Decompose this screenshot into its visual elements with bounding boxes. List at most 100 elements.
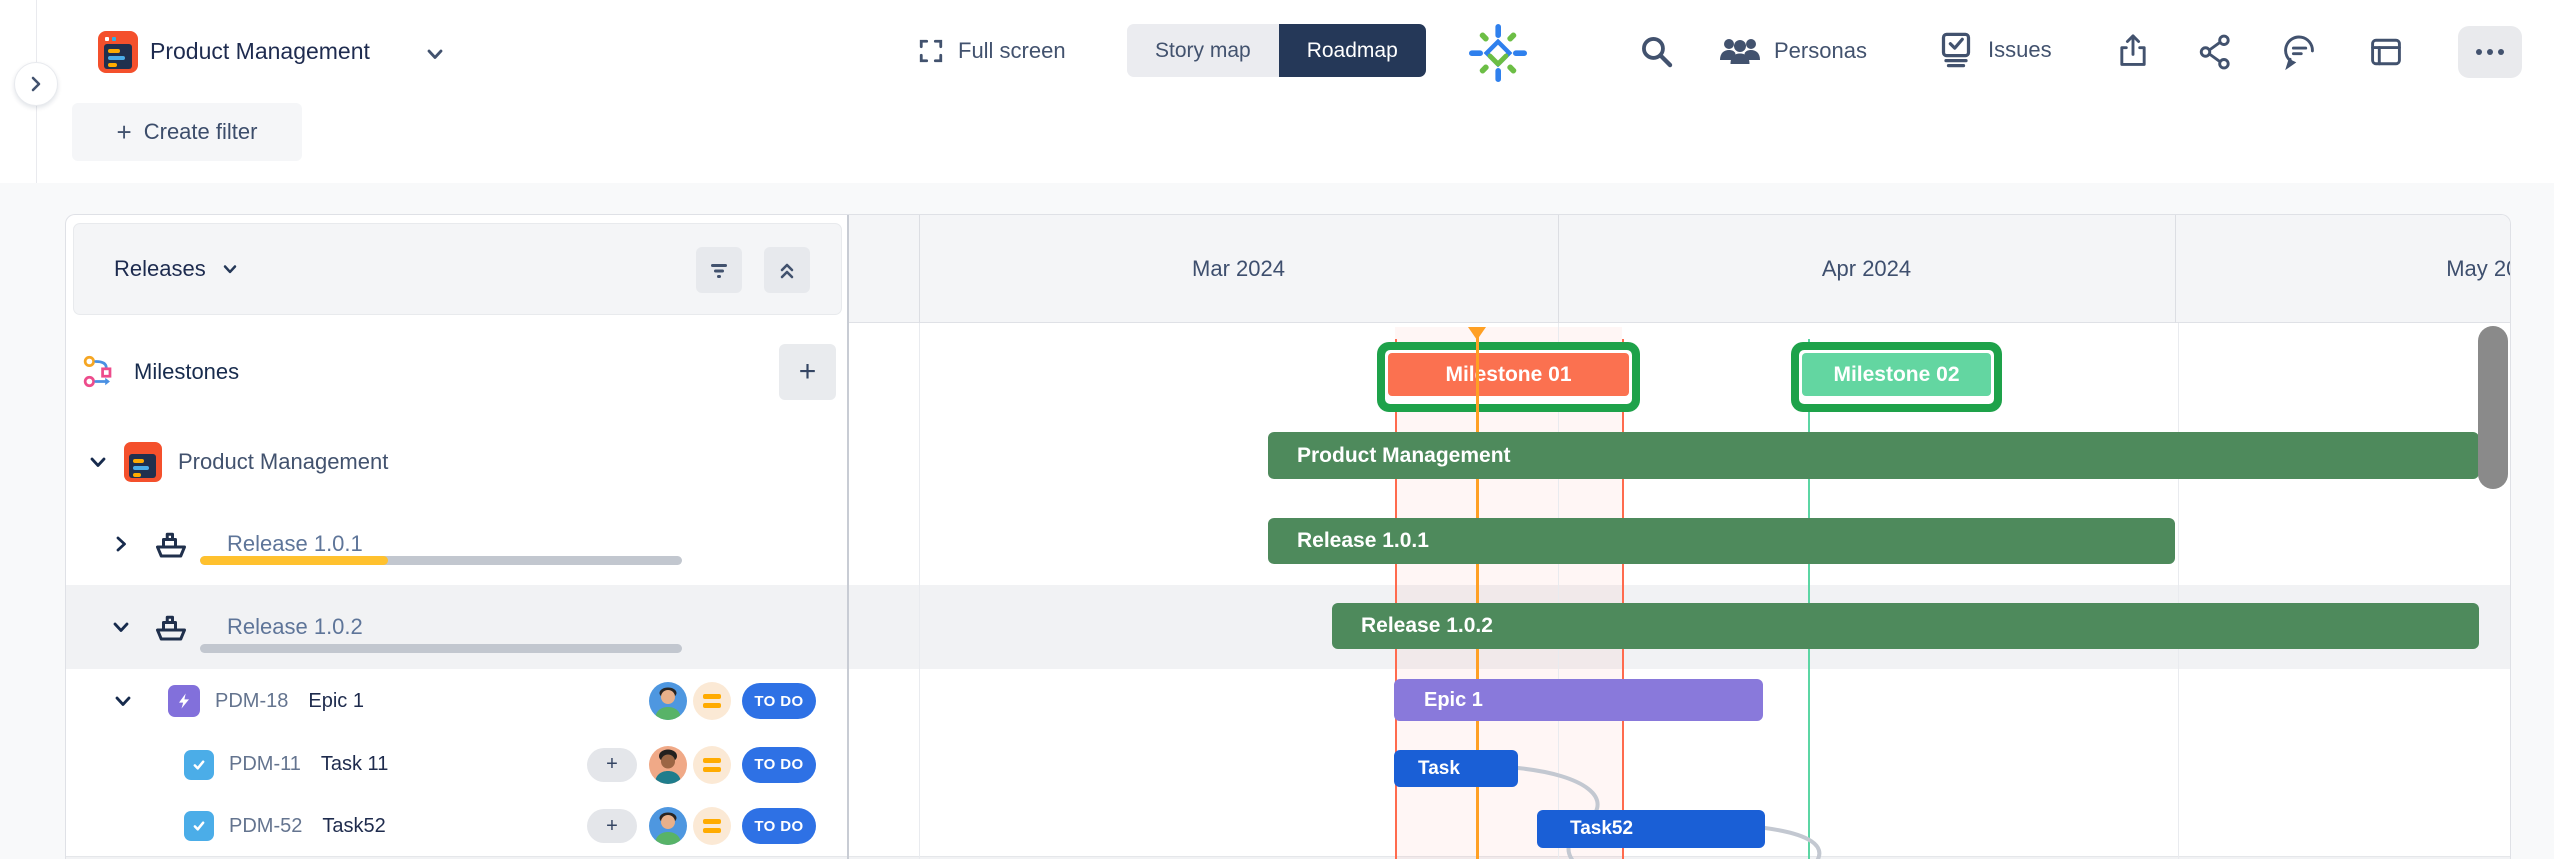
priority-medium-icon <box>693 807 731 845</box>
card-view-icon[interactable] <box>2367 33 2405 71</box>
month-gridline <box>2175 215 2176 323</box>
milestone-marker[interactable]: Milestone 02 <box>1791 342 2002 412</box>
release-ship-icon <box>156 532 186 558</box>
gantt-bar-release[interactable]: Release 1.0.1 <box>1268 518 2175 564</box>
filter-icon <box>711 264 727 278</box>
add-label-button[interactable]: + <box>587 809 637 843</box>
task-type-icon <box>184 811 214 841</box>
month-label: Apr 2024 <box>1821 256 1912 281</box>
filter-button[interactable] <box>696 247 742 293</box>
issues-button[interactable]: Issues <box>1936 30 2052 70</box>
add-milestone-button[interactable]: + <box>779 344 836 400</box>
issue-summary: Task52 <box>322 814 386 837</box>
epic-row[interactable]: PDM-18 Epic 1 TO DO <box>66 669 847 733</box>
add-label-button[interactable]: + <box>587 747 637 782</box>
personas-button[interactable]: Personas <box>1718 33 1867 69</box>
milestones-icon <box>83 355 112 388</box>
chevron-down-icon <box>223 265 236 274</box>
chevron-down-icon[interactable] <box>86 450 110 474</box>
project-dropdown-chevron-icon[interactable] <box>423 42 447 66</box>
more-dots-icon <box>2476 49 2482 55</box>
release-row-2[interactable]: Release 1.0.2 <box>66 585 847 669</box>
issue-key: PDM-18 <box>215 689 289 712</box>
month-gridline <box>919 215 920 323</box>
fullscreen-button[interactable]: Full screen <box>918 38 1066 64</box>
feedback-icon[interactable] <box>2280 33 2318 71</box>
milestone-end-line <box>1622 339 1624 859</box>
status-badge[interactable]: TO DO <box>742 746 816 783</box>
priority-medium-icon <box>693 745 731 784</box>
grouping-dropdown[interactable]: Releases <box>114 256 240 282</box>
status-badge[interactable]: TO DO <box>742 808 816 844</box>
release-progress-bar <box>200 644 682 653</box>
page-title: Product Management <box>150 38 370 64</box>
release-name-link[interactable]: Release 1.0.1 <box>227 531 363 556</box>
status-badge[interactable]: TO DO <box>742 683 816 719</box>
collapse-all-button[interactable] <box>764 247 810 293</box>
gantt-bar-task[interactable]: Task52 <box>1537 810 1765 848</box>
export-icon[interactable] <box>2114 31 2152 71</box>
search-icon[interactable] <box>1638 33 1676 71</box>
chevron-down-icon[interactable] <box>111 689 135 713</box>
project-label: Product Management <box>178 449 389 474</box>
chevron-right-icon[interactable] <box>109 532 133 556</box>
next-row-strip <box>66 856 2510 859</box>
month-gridline <box>2178 323 2179 859</box>
milestone2-line <box>1808 339 1810 859</box>
tab-roadmap[interactable]: Roadmap <box>1278 24 1426 77</box>
more-options-button[interactable] <box>2458 26 2522 78</box>
chevron-right-icon <box>31 76 41 92</box>
issue-key: PDM-52 <box>229 814 303 837</box>
app-logo-icon <box>98 31 138 73</box>
milestones-label: Milestones <box>134 359 240 384</box>
roadmap-panel: Releases <box>65 214 2511 859</box>
today-marker-triangle <box>1468 327 1486 340</box>
issues-icon <box>1941 32 1971 68</box>
month-label: May 2024 <box>2446 256 2510 281</box>
issue-summary: Task 11 <box>320 753 389 775</box>
month-gridline <box>1558 323 1559 859</box>
gantt-bar-release[interactable]: Release 1.0.2 <box>1332 603 2479 649</box>
task-row[interactable]: PDM-11 Task 11 + TO DO <box>66 733 847 796</box>
task-row[interactable]: PDM-52 Task52 + TO DO <box>66 796 847 856</box>
pane-divider[interactable] <box>847 215 849 859</box>
view-toggle: Story map Roadmap <box>1127 24 1426 77</box>
release-progress-bar <box>200 556 682 565</box>
chevron-down-icon[interactable] <box>109 615 133 639</box>
month-gridline <box>1558 215 1559 323</box>
plus-icon: + <box>116 116 132 147</box>
milestone-start-line <box>1395 339 1397 859</box>
release-row-1[interactable]: Release 1.0.1 <box>66 503 847 585</box>
gantt-bar-task[interactable]: Task <box>1394 750 1518 787</box>
assignee-avatar[interactable] <box>649 682 687 720</box>
assignee-avatar[interactable] <box>649 807 687 845</box>
personas-label: Personas <box>1774 38 1867 63</box>
personas-icon <box>1720 39 1760 64</box>
milestone-marker[interactable]: Milestone 01 <box>1377 342 1640 412</box>
grouping-header: Releases <box>73 223 842 315</box>
release-ship-icon <box>156 615 186 641</box>
share-icon[interactable] <box>2196 33 2234 71</box>
gantt-bar-epic[interactable]: Epic 1 <box>1394 679 1763 721</box>
fullscreen-icon <box>919 39 943 63</box>
assignee-avatar[interactable] <box>649 745 687 784</box>
project-icon <box>124 442 162 482</box>
grouping-label: Releases <box>114 256 206 281</box>
milestone-label: Milestone 02 <box>1802 353 1991 396</box>
timeline-header <box>849 215 2510 323</box>
vertical-scrollbar-thumb[interactable] <box>2478 326 2508 489</box>
project-row[interactable]: Product Management <box>66 421 847 503</box>
release-name-link[interactable]: Release 1.0.2 <box>227 614 363 639</box>
month-gridline <box>919 323 920 859</box>
create-filter-label: Create filter <box>143 119 258 144</box>
gantt-bar-project[interactable]: Product Management <box>1268 432 2479 479</box>
release-progress-fill <box>200 556 388 565</box>
issue-key: PDM-11 <box>229 753 301 775</box>
expand-sidebar-button[interactable] <box>14 62 58 106</box>
tab-story-map[interactable]: Story map <box>1127 24 1279 77</box>
milestones-row[interactable]: Milestones + <box>66 323 847 421</box>
brand-star-icon <box>1469 24 1527 82</box>
month-label: Mar 2024 <box>1192 256 1285 281</box>
create-filter-button[interactable]: + Create filter <box>72 103 302 161</box>
